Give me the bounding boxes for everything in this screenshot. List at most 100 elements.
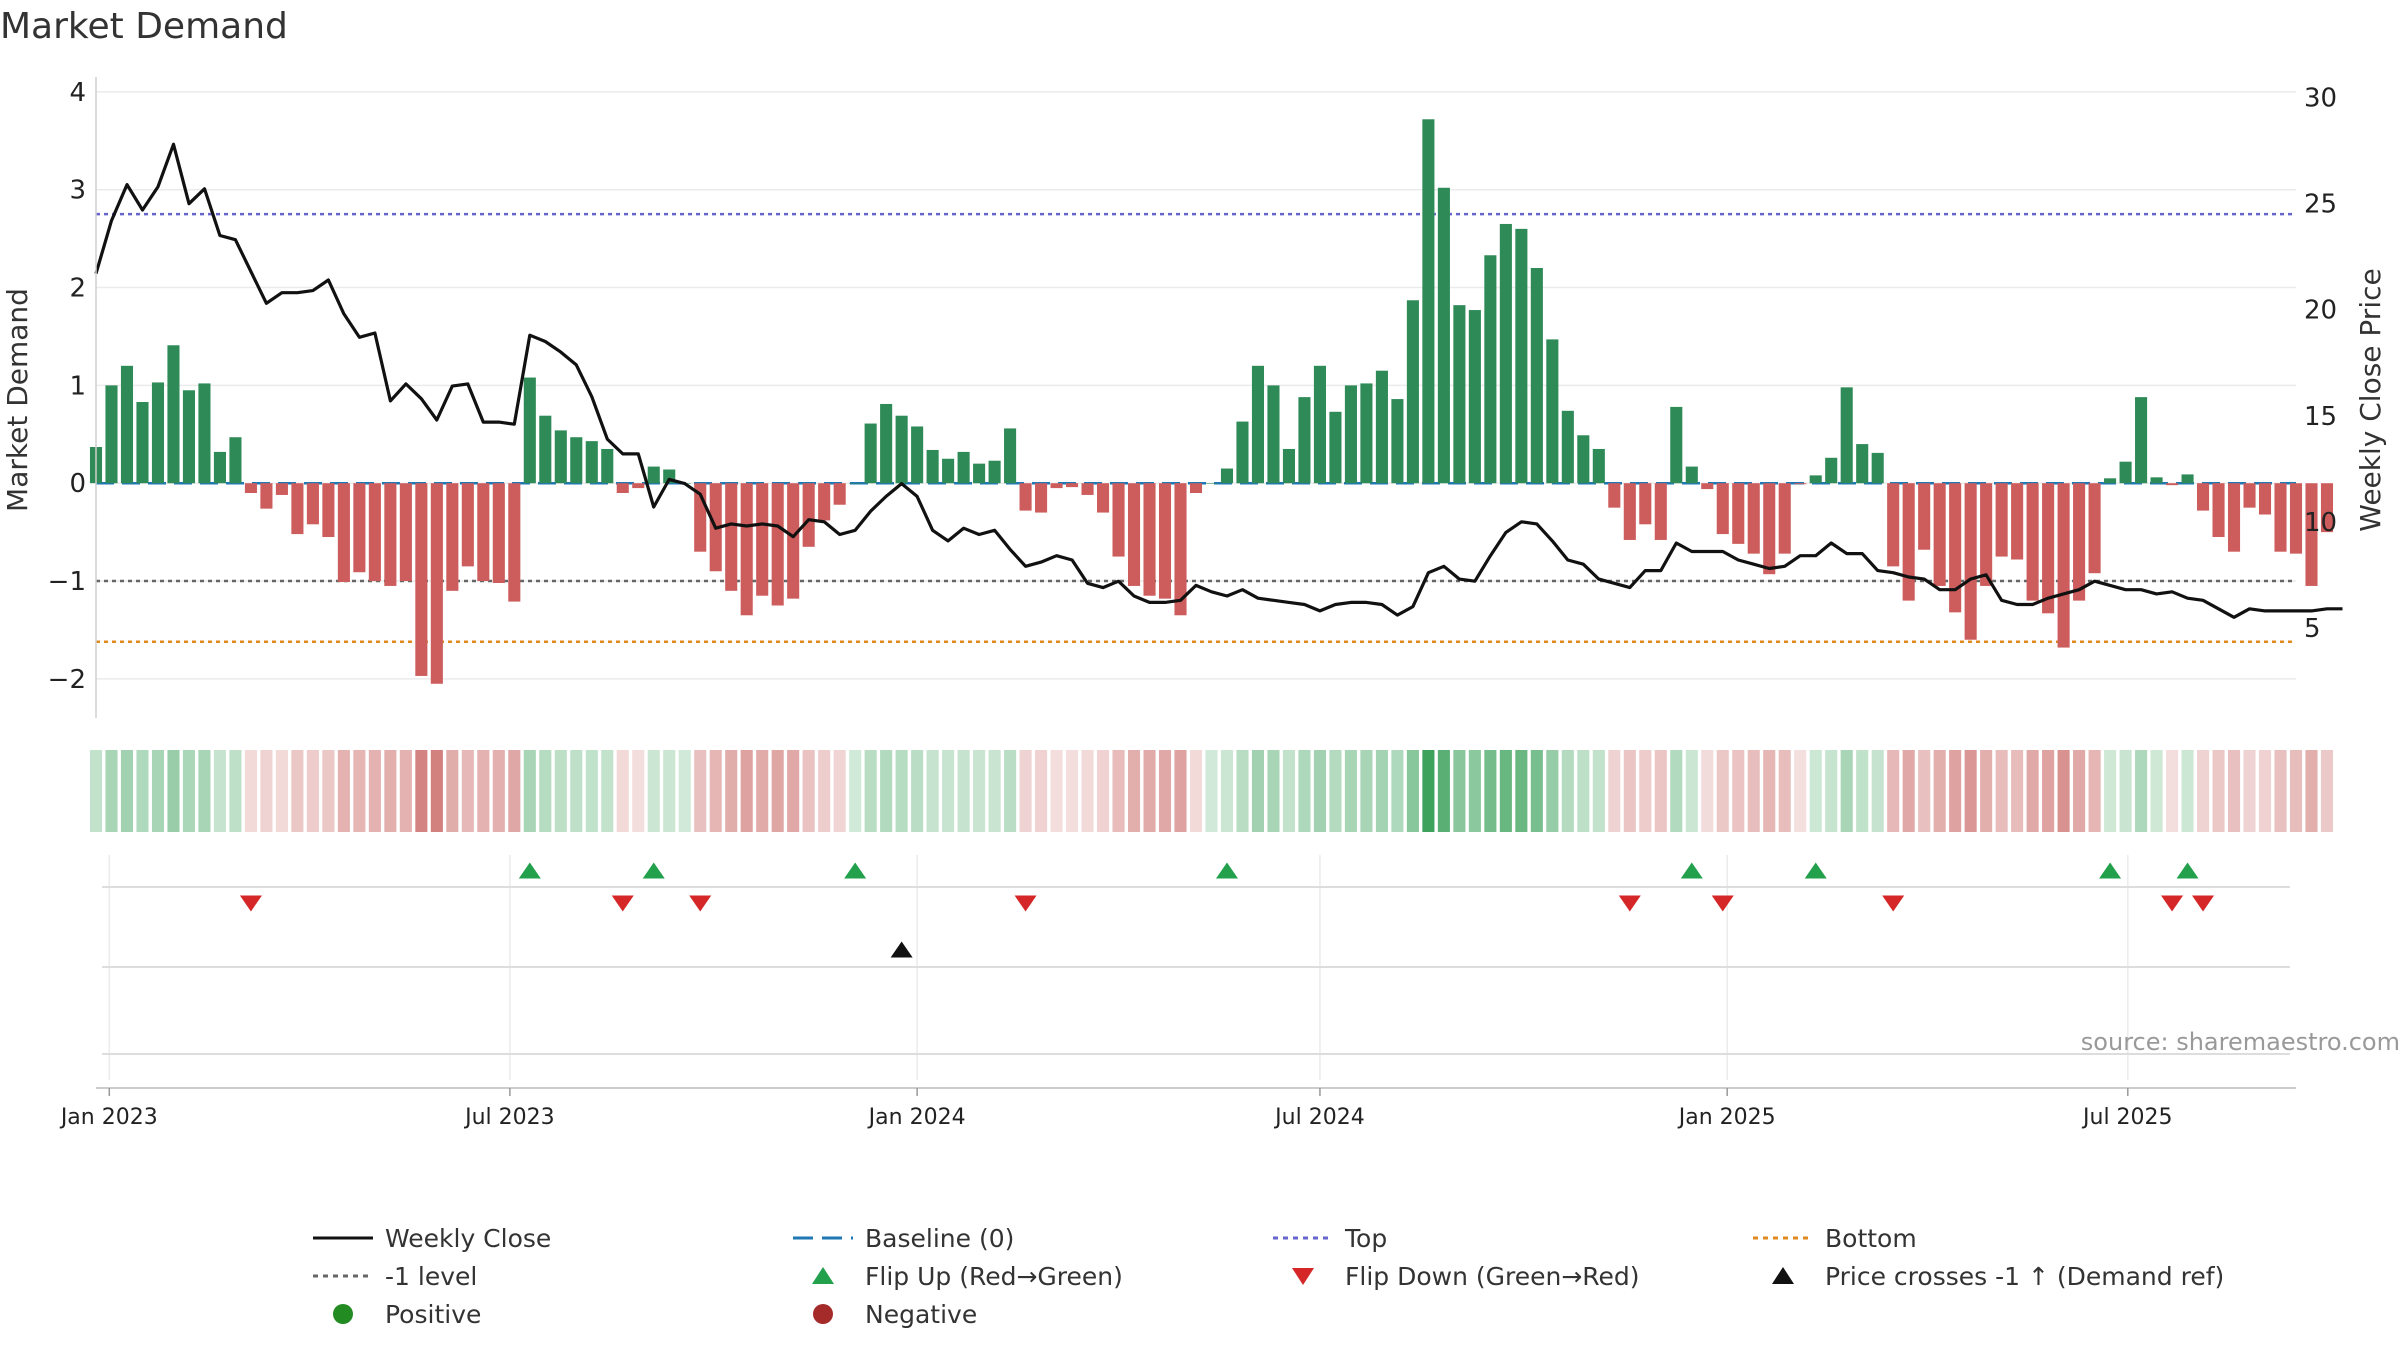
heat-cell — [182, 750, 195, 832]
heat-cell — [2274, 750, 2287, 832]
demand-heat-strip — [89, 750, 2334, 832]
y2-tick-label: 5 — [2304, 614, 2321, 644]
demand-bar — [1840, 387, 1853, 484]
heat-cell — [895, 750, 908, 832]
demand-bar — [260, 483, 273, 509]
demand-bar — [2011, 483, 2024, 560]
y-tick-label: 1 — [69, 371, 86, 401]
source-note: source: sharemaestro.com — [2081, 1028, 2400, 1056]
demand-bar — [2243, 483, 2256, 508]
heat-cell — [771, 750, 784, 832]
demand-bar — [2057, 483, 2070, 648]
heat-cell — [725, 750, 738, 832]
heat-cell — [833, 750, 846, 832]
demand-bar — [399, 483, 412, 582]
demand-bar — [1205, 483, 1218, 484]
price-layer — [94, 142, 2343, 619]
heat-cell — [2088, 750, 2101, 832]
heat-cell — [1654, 750, 1667, 832]
demand-bar — [756, 483, 769, 596]
demand-bar — [120, 365, 134, 484]
heat-cell — [353, 750, 366, 832]
demand-bar — [415, 483, 428, 676]
heat-cell — [554, 750, 567, 832]
legend-icon-triangle-up — [1772, 1267, 1794, 1284]
heat-cell — [1577, 750, 1590, 832]
demand-bar — [1391, 399, 1404, 484]
legend: Weekly Close Baseline (0) Top Bottom -1 leve… — [313, 1224, 2224, 1329]
demand-bar — [523, 377, 536, 484]
demand-bar — [585, 441, 598, 484]
heat-cell — [1856, 750, 1869, 832]
heat-cell — [2104, 750, 2117, 832]
heat-cell — [1530, 750, 1543, 832]
demand-bar — [1670, 406, 1683, 484]
heat-cell — [911, 750, 924, 832]
heat-cell — [1484, 750, 1497, 832]
demand-bar — [2150, 477, 2163, 484]
heat-cell — [1422, 750, 1435, 832]
heat-cell — [399, 750, 412, 832]
demand-bar — [1902, 483, 1915, 601]
heat-cell — [1809, 750, 1822, 832]
demand-bar — [864, 423, 877, 484]
heat-cell — [787, 750, 800, 832]
demand-bar — [973, 463, 986, 484]
demand-bar — [1050, 483, 1063, 489]
demand-bar — [1763, 483, 1776, 575]
heat-cell — [384, 750, 397, 832]
demand-bar — [1220, 468, 1234, 484]
demand-bar — [787, 483, 800, 599]
demand-bar — [539, 415, 552, 484]
demand-bar — [1251, 365, 1265, 484]
heat-cell — [632, 750, 645, 832]
demand-bar — [353, 483, 366, 573]
heat-cell — [973, 750, 986, 832]
heat-cell — [2150, 750, 2163, 832]
heat-cell — [818, 750, 831, 832]
heat-cell — [1561, 750, 1574, 832]
demand-bar — [1778, 483, 1791, 554]
demand-bar — [2258, 483, 2272, 515]
demand-bar — [1825, 457, 1838, 484]
heat-cell — [1515, 750, 1528, 832]
demand-bar — [957, 451, 970, 484]
demand-bar — [1716, 483, 1729, 535]
demand-bar — [1592, 448, 1605, 484]
heat-cell — [322, 750, 335, 832]
legend-label: Negative — [865, 1300, 977, 1329]
y-tick-label: −2 — [48, 665, 86, 695]
heat-cell — [1732, 750, 1745, 832]
demand-bar — [1174, 483, 1187, 616]
demand-bar — [647, 466, 660, 484]
flip-down-marker — [2192, 895, 2215, 912]
heat-cell — [957, 750, 970, 832]
heat-cell — [1282, 750, 1295, 832]
heat-cell — [1794, 750, 1807, 832]
heat-cell — [461, 750, 474, 832]
demand-bar — [229, 437, 242, 484]
heat-cell — [1344, 750, 1357, 832]
demand-bar — [2274, 483, 2287, 552]
heat-cell — [1189, 750, 1203, 832]
heat-cell — [1701, 750, 1714, 832]
demand-bar — [461, 483, 474, 567]
x-tick-label: Jan 2023 — [59, 1105, 158, 1130]
demand-bar — [2073, 483, 2086, 601]
x-tick-label: Jul 2023 — [463, 1105, 555, 1130]
heat-cell — [2073, 750, 2086, 832]
demand-bar — [2181, 474, 2194, 484]
heat-cell — [306, 750, 319, 832]
demand-bar — [849, 483, 862, 484]
demand-bar — [2104, 478, 2117, 484]
heat-cell — [1174, 750, 1187, 832]
heat-cell — [1608, 750, 1621, 832]
demand-bar — [368, 483, 381, 582]
demand-bar — [1112, 483, 1125, 557]
y-tick-label: −1 — [48, 567, 86, 597]
heat-cell — [1623, 750, 1636, 832]
heat-cell — [1236, 750, 1249, 832]
flip-down-marker — [611, 895, 634, 912]
demand-bar — [1654, 483, 1667, 540]
